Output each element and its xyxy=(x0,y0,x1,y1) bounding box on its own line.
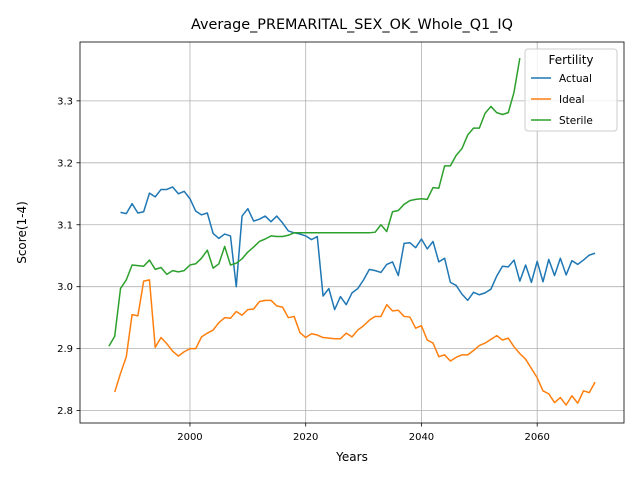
series-lines xyxy=(108,57,596,406)
series-line-sterile xyxy=(108,57,521,347)
x-axis-label: Years xyxy=(335,450,368,464)
x-tick-label: 2000 xyxy=(177,432,202,443)
chart-title: Average_PREMARITAL_SEX_OK_Whole_Q1_IQ xyxy=(191,17,513,33)
legend-label-actual: Actual xyxy=(559,73,592,85)
legend: Fertility Actual Ideal Sterile xyxy=(524,48,618,132)
legend-box xyxy=(524,48,618,132)
y-tick-label: 2.9 xyxy=(57,344,73,355)
series-line-actual xyxy=(120,186,596,311)
legend-title: Fertility xyxy=(548,53,593,67)
legend-label-sterile: Sterile xyxy=(559,115,593,127)
y-tick-label: 3.2 xyxy=(57,158,73,169)
x-tick-label: 2040 xyxy=(409,432,434,443)
y-tick-label: 3.1 xyxy=(57,220,73,231)
y-tick-label: 3.0 xyxy=(57,282,73,293)
axes: 2000 2020 2040 2060 2.8 2.9 3.0 3.1 3.2 3.3 xyxy=(57,96,550,443)
series-line-ideal xyxy=(114,279,596,406)
y-axis-label: Score(1-4) xyxy=(15,201,29,264)
y-tick-label: 3.3 xyxy=(57,96,73,107)
plot-frame xyxy=(79,41,625,424)
legend-entries: Actual Ideal Sterile xyxy=(531,73,593,127)
x-tick-label: 2020 xyxy=(293,432,318,443)
x-tick-label: 2060 xyxy=(524,432,549,443)
legend-label-ideal: Ideal xyxy=(559,94,585,106)
y-tick-label: 2.8 xyxy=(57,406,73,417)
